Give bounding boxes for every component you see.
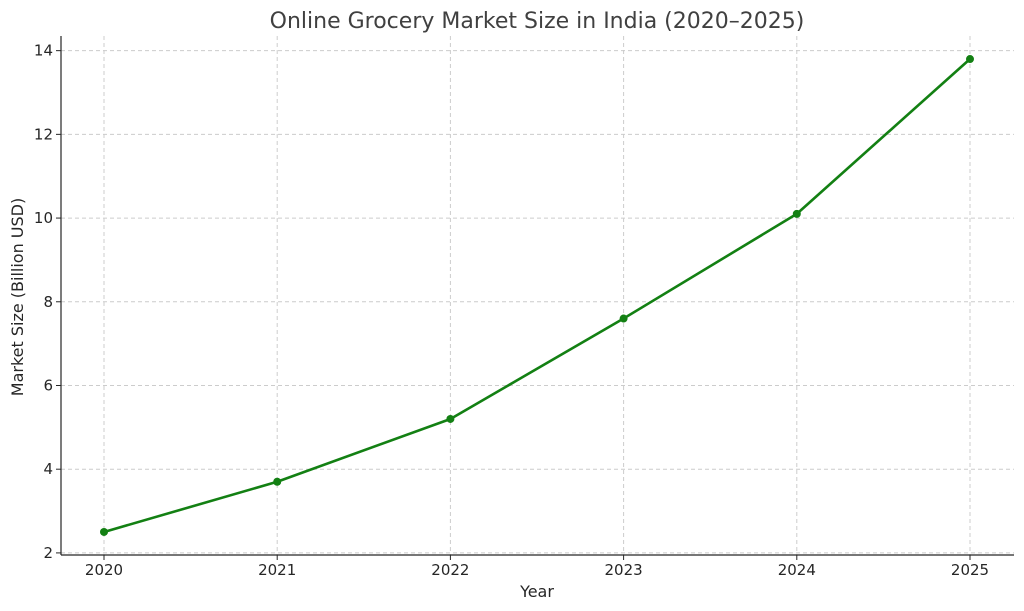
y-tick-label: 12 <box>34 125 53 143</box>
x-tick-label: 2025 <box>951 561 989 579</box>
x-axis-ticks: 2020 2021 2022 2023 2024 2025 <box>85 555 989 579</box>
axes <box>60 36 1014 556</box>
x-axis-label: Year <box>519 582 554 601</box>
data-point <box>100 527 108 536</box>
x-tick-label: 2022 <box>431 561 469 579</box>
y-tick-label: 8 <box>43 293 53 311</box>
grid-layer <box>61 36 1014 555</box>
x-tick-label: 2020 <box>85 561 123 579</box>
x-tick-label: 2024 <box>778 561 816 579</box>
y-axis-label: Market Size (Billion USD) <box>8 198 27 396</box>
y-tick-label: 2 <box>43 544 53 562</box>
x-tick-label: 2023 <box>605 561 643 579</box>
y-tick-label: 4 <box>43 460 53 478</box>
data-point <box>273 477 282 486</box>
data-point <box>446 414 455 423</box>
data-point <box>619 314 628 323</box>
data-point <box>966 55 974 64</box>
y-tick-label: 10 <box>34 209 53 227</box>
y-axis-ticks: 2 4 6 8 10 12 14 <box>34 42 61 562</box>
series-layer <box>100 55 974 536</box>
series-line <box>102 57 972 534</box>
y-tick-label: 14 <box>34 42 53 60</box>
data-point <box>792 209 801 218</box>
x-tick-label: 2021 <box>258 561 296 579</box>
y-tick-label: 6 <box>43 376 53 394</box>
chart-title: Online Grocery Market Size in India (202… <box>270 9 805 34</box>
